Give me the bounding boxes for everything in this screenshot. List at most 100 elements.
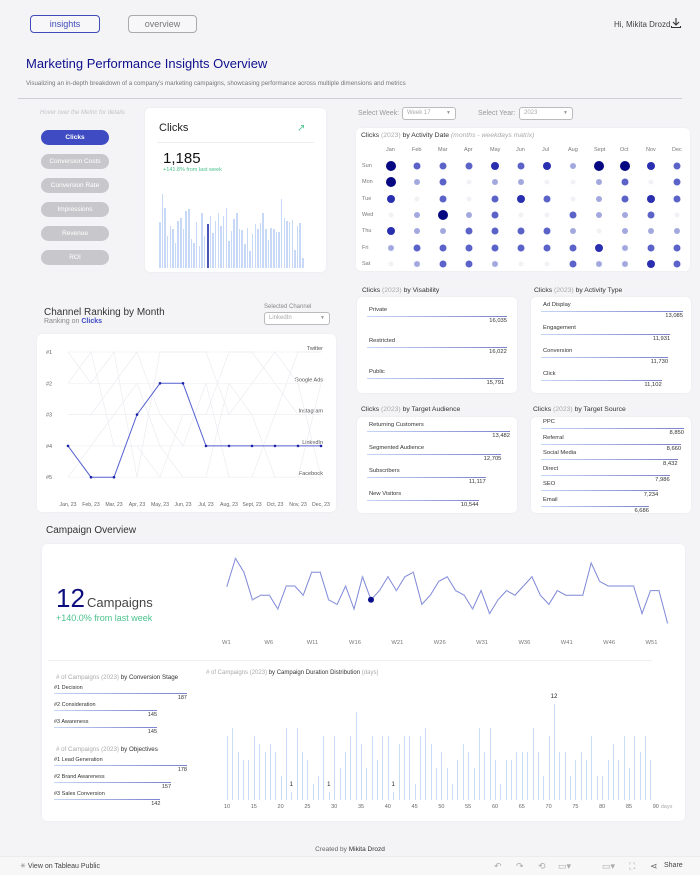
matrix-dot[interactable] [466, 196, 472, 202]
duration-bar[interactable] [318, 776, 320, 800]
duration-bar[interactable] [307, 760, 309, 800]
duration-bar[interactable] [302, 752, 304, 800]
duration-bar[interactable] [629, 768, 630, 800]
duration-bar[interactable] [361, 744, 362, 800]
bar[interactable] [367, 347, 507, 349]
share-icon[interactable]: ⋖ [650, 861, 658, 871]
matrix-dot[interactable] [465, 244, 473, 251]
duration-bar[interactable] [639, 752, 641, 800]
duration-bar[interactable] [232, 728, 234, 800]
bar[interactable] [541, 459, 678, 461]
duration-bar[interactable] [344, 752, 346, 800]
duration-bar[interactable] [559, 752, 561, 800]
duration-bar[interactable] [350, 736, 352, 800]
duration-bar[interactable] [441, 752, 443, 800]
duration-bar[interactable] [612, 744, 614, 800]
matrix-dot[interactable] [439, 162, 447, 170]
duration-bar[interactable] [575, 760, 577, 800]
duration-bar[interactable] [543, 776, 545, 800]
duration-bar[interactable] [634, 736, 636, 800]
matrix-dot[interactable] [517, 227, 525, 235]
matrix-dot[interactable] [648, 179, 654, 185]
matrix-dot[interactable] [388, 261, 394, 267]
duration-bar[interactable] [537, 752, 539, 800]
matrix-dot[interactable] [673, 244, 681, 251]
matrix-dot[interactable] [414, 211, 420, 218]
bar[interactable] [54, 727, 158, 729]
duration-bar[interactable] [259, 744, 261, 800]
matrix-dot[interactable] [673, 162, 681, 170]
matrix-dot[interactable] [466, 211, 472, 218]
matrix-dot[interactable] [596, 260, 602, 267]
duration-bar[interactable] [527, 752, 529, 800]
matrix-dot[interactable] [414, 179, 420, 186]
duration-bar[interactable] [484, 752, 486, 800]
year-select[interactable]: 2023 ▼ [519, 107, 573, 120]
duration-bar[interactable] [511, 760, 513, 800]
matrix-dot[interactable] [543, 162, 551, 170]
matrix-dot[interactable] [414, 260, 420, 267]
matrix-dot[interactable] [569, 260, 577, 268]
duration-bar[interactable] [618, 760, 620, 800]
matrix-dot[interactable] [544, 179, 550, 185]
metric-button-clicks[interactable]: Clicks [41, 130, 109, 145]
duration-bar[interactable] [425, 728, 427, 800]
metric-button-roi[interactable]: ROI [41, 250, 109, 265]
duration-bar[interactable] [339, 768, 341, 800]
duration-bar[interactable] [532, 728, 534, 800]
matrix-dot[interactable] [492, 179, 498, 186]
duration-bar[interactable] [591, 736, 593, 800]
channel-select[interactable]: LinkedIn ▼ [264, 312, 330, 325]
bar[interactable] [541, 505, 649, 507]
duration-bar[interactable] [457, 760, 459, 800]
matrix-dot[interactable] [413, 244, 421, 251]
duration-bar[interactable] [564, 752, 566, 800]
bar[interactable] [367, 454, 502, 456]
matrix-dot[interactable] [517, 194, 525, 203]
comment-icon[interactable]: ▭▾ [602, 861, 616, 871]
matrix-dot[interactable] [596, 195, 602, 202]
tab-overview[interactable]: overview [128, 15, 197, 33]
duration-bar[interactable] [398, 744, 400, 800]
duration-bar[interactable] [323, 736, 325, 800]
bar[interactable] [541, 334, 671, 336]
duration-bar[interactable] [291, 792, 293, 800]
matrix-dot[interactable] [465, 260, 473, 268]
matrix-dot[interactable] [647, 162, 655, 170]
bar[interactable] [541, 380, 662, 382]
duration-bar[interactable] [623, 736, 625, 800]
matrix-dot[interactable] [621, 195, 629, 203]
duration-bar[interactable] [377, 760, 379, 800]
matrix-dot[interactable] [413, 162, 421, 170]
bar[interactable] [54, 710, 158, 712]
matrix-dot[interactable] [596, 179, 602, 186]
matrix-dot[interactable] [466, 179, 472, 185]
duration-bar[interactable] [500, 784, 502, 800]
matrix-dot[interactable] [622, 260, 628, 267]
matrix-dot[interactable] [387, 194, 395, 203]
matrix-dot[interactable] [439, 244, 447, 251]
matrix-dot[interactable] [569, 244, 577, 251]
bar[interactable] [541, 474, 670, 476]
matrix-dot[interactable] [414, 196, 420, 202]
matrix-dot[interactable] [414, 228, 420, 235]
duration-bar[interactable] [285, 728, 287, 800]
matrix-dot[interactable] [673, 195, 681, 203]
duration-bar[interactable] [596, 776, 598, 800]
metric-button-impressions[interactable]: Impressions [41, 202, 109, 217]
bar[interactable] [541, 311, 683, 313]
matrix-dot[interactable] [492, 260, 498, 267]
matrix-dot[interactable] [674, 212, 680, 218]
duration-bar[interactable] [355, 712, 357, 800]
duration-bar[interactable] [505, 760, 507, 800]
matrix-dot[interactable] [543, 227, 551, 235]
duration-bar[interactable] [414, 784, 416, 800]
view-on-tableau-link[interactable]: ✳ View on Tableau Public [20, 863, 100, 870]
duration-bar[interactable] [248, 760, 250, 800]
duration-bar[interactable] [237, 752, 239, 800]
bar[interactable] [367, 431, 510, 433]
matrix-dot[interactable] [570, 179, 576, 185]
bar[interactable] [367, 500, 479, 502]
duration-bar[interactable] [645, 736, 647, 800]
duration-bar[interactable] [430, 744, 432, 800]
